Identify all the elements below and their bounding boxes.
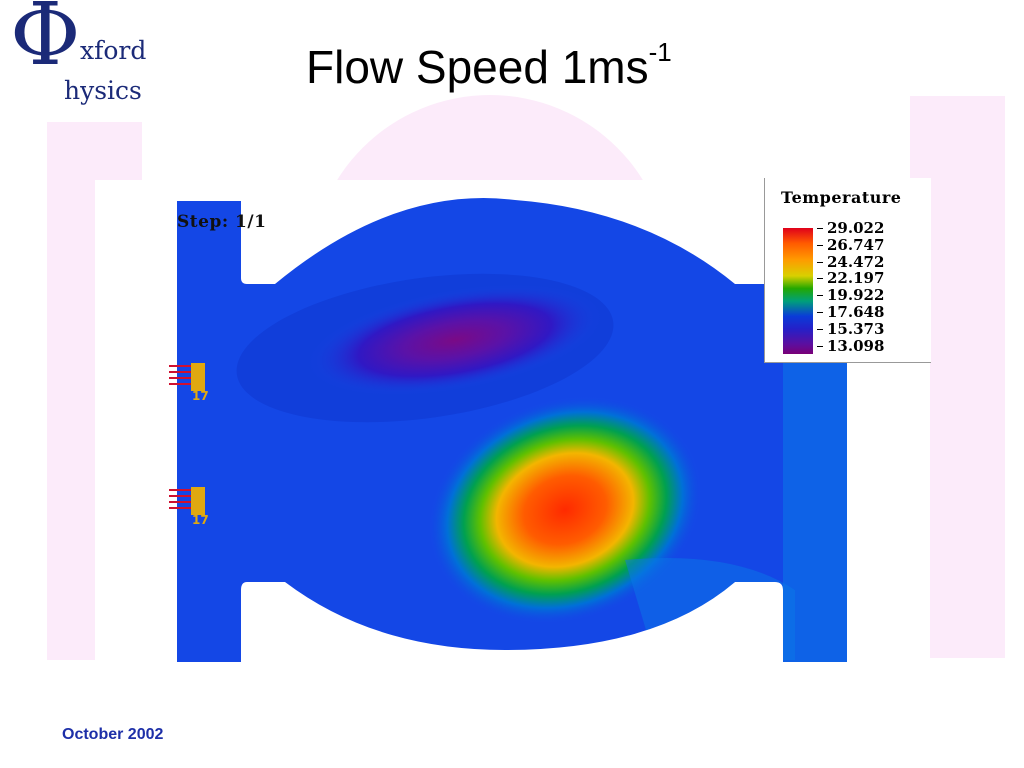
legend-tick: 22.197 — [817, 270, 884, 287]
legend-tick: 24.472 — [817, 253, 884, 271]
slide-title-text: Flow Speed 1ms — [306, 41, 649, 93]
legend-tick: 17.648 — [817, 304, 884, 321]
legend-tick: 15.373 — [817, 320, 884, 338]
step-label: Step: 1/1 — [177, 212, 267, 232]
inlet-label-bottom: 17 — [192, 513, 209, 527]
logo-word-hysics: hysics — [64, 76, 142, 105]
legend-tick: 26.747 — [817, 236, 884, 254]
legend-title: Temperature — [781, 188, 902, 207]
footer-date: October 2002 — [62, 726, 164, 743]
legend-tick: 13.098 — [817, 337, 884, 355]
inlet-label-top: 17 — [192, 389, 209, 403]
logo-phi-glyph: Φ — [10, 0, 81, 85]
slide-title-superscript: -1 — [648, 36, 672, 67]
legend-tick: 29.022 — [817, 220, 884, 237]
temperature-field-plot: 17 17 — [169, 198, 847, 662]
oxford-physics-logo: Φ xford hysics — [8, 0, 168, 106]
inlet-marker-bottom — [169, 487, 205, 515]
legend-color-bar — [783, 228, 813, 354]
legend-tick: 19.922 — [817, 287, 884, 304]
temperature-legend: Temperature 29.022 26.747 24.472 22.197 … — [764, 178, 931, 363]
legend-tick-list: 29.022 26.747 24.472 22.197 19.922 17.64… — [817, 220, 884, 354]
cold-region — [307, 284, 603, 396]
slide-title: Flow Speed 1ms-1 — [306, 39, 672, 93]
inlet-marker-top — [169, 363, 205, 391]
logo-word-xford: xford — [80, 36, 147, 65]
